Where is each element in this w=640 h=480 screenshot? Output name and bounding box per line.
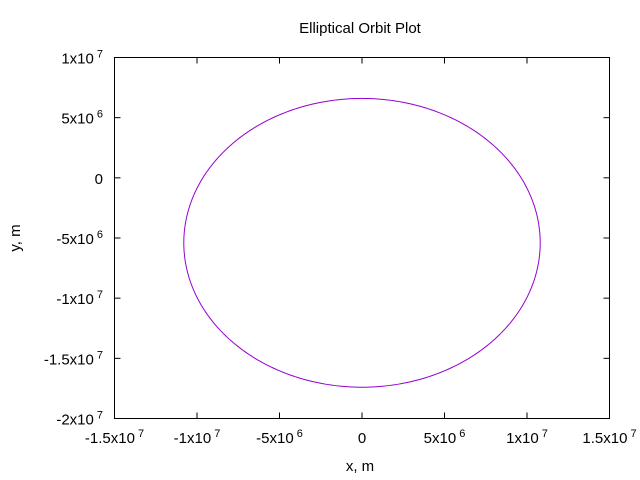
y-tick-label: -5x10 6: [56, 229, 103, 248]
y-tick-label: 0: [95, 171, 103, 188]
x-tick-label: 5x10 6: [424, 428, 466, 447]
y-axis-ticks: -2x10 7 -1.5x10 7 -1x10 7 -5x10 6 0 5x10 6 1x10 7: [44, 49, 610, 429]
y-tick-label: -1.5x10 7: [44, 349, 103, 368]
orbit-line: [183, 97, 541, 388]
y-tick-label: -1x10 7: [56, 289, 103, 308]
chart-title: Elliptical Orbit Plot: [299, 20, 422, 37]
x-tick-label: -1.5x10 7: [85, 428, 144, 447]
x-tick-label: 1.5x10 7: [582, 428, 636, 447]
y-tick-label: 5x10 6: [61, 109, 103, 128]
x-tick-label: -1x10 7: [174, 428, 221, 447]
plot-frame: [114, 57, 610, 419]
series-layer: [183, 97, 541, 388]
x-axis-ticks: -1.5x10 7 -1x10 7 -5x10 6 0 5x10 6 1x10 7 1.5x10 7: [85, 57, 637, 447]
x-tick-label: 0: [358, 430, 366, 447]
x-axis-label: x, m: [346, 458, 374, 475]
y-tick-label: -2x10 7: [56, 410, 103, 429]
y-tick-label: 1x10 7: [61, 49, 103, 68]
y-axis-label: y, m: [7, 224, 24, 251]
x-tick-label: 1x10 7: [506, 428, 548, 447]
x-tick-label: -5x10 6: [256, 428, 303, 447]
